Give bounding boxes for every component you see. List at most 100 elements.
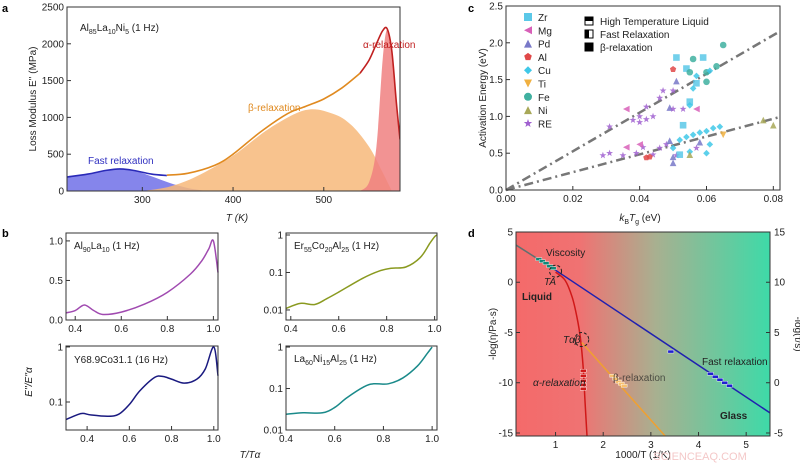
xlabel-t: T bbox=[629, 213, 636, 224]
fit-line-1 bbox=[505, 115, 781, 192]
series-fill-2 bbox=[360, 28, 400, 191]
subplot-annotation: La60Ni15Al25 (1 Hz) bbox=[294, 354, 377, 367]
panel-a-plot-area bbox=[67, 26, 400, 191]
legend-marker-fe bbox=[524, 92, 532, 101]
panel-d-x-tick-label: 4 bbox=[696, 440, 702, 451]
data-point-cu bbox=[693, 72, 700, 80]
subscript: 90 bbox=[83, 247, 91, 254]
legend-label-ti: Ti bbox=[538, 80, 546, 91]
ta-dashed-circle bbox=[549, 264, 563, 278]
fill-legend-left-half bbox=[585, 30, 589, 38]
data-point-ni bbox=[759, 116, 767, 124]
legend-marker-al bbox=[524, 52, 532, 61]
data-point-cu bbox=[683, 133, 690, 141]
legend-label-al: Al bbox=[538, 53, 547, 64]
subplot-2-x-tick-label: 0.8 bbox=[165, 434, 179, 445]
panel-c-y-axis-label: Activation Energy (eV) bbox=[478, 48, 489, 148]
tab-dashed-circle bbox=[574, 332, 590, 348]
data-point-fe bbox=[703, 78, 710, 86]
panel-a-x-tick-label: 500 bbox=[315, 195, 332, 206]
panel-d-x-tick-label: 5 bbox=[743, 440, 749, 451]
subplot-1-frame bbox=[285, 232, 438, 321]
data-point-pd bbox=[669, 153, 677, 161]
panel-c-x-axis-label: kBTg (eV) bbox=[619, 213, 660, 226]
panel-a-x-axis-label: T (K) bbox=[226, 213, 248, 224]
data-point-re bbox=[669, 105, 677, 112]
subplot-3-x-tick-label: 0.8 bbox=[376, 434, 390, 445]
data-point-re bbox=[672, 151, 680, 159]
panel-d-right-y-tick-label: 15 bbox=[774, 228, 786, 239]
data-point-zr bbox=[683, 65, 690, 72]
data-point-pd bbox=[673, 77, 680, 85]
text-run: Co bbox=[312, 241, 325, 252]
data-point-re bbox=[656, 144, 664, 151]
panel-a-y-tick-label: 0 bbox=[58, 187, 64, 198]
panel-a-y-tick-label: 500 bbox=[47, 150, 64, 161]
data-marker bbox=[579, 368, 587, 373]
liquid-glass-gradient-background bbox=[516, 232, 770, 436]
data-point-fe bbox=[686, 68, 694, 76]
subplot-2: 0.4 0.6 0.8 1.0 0.1 1 bbox=[49, 342, 221, 445]
subplot-curve bbox=[285, 346, 433, 415]
panel-c-x-tick-label: 0.02 bbox=[563, 194, 583, 205]
data-marker bbox=[542, 261, 550, 265]
panel-d-x-tick-label: 3 bbox=[648, 440, 654, 451]
element-legend: Zr Mg Pd Al Cu Ti Fe Ni RE bbox=[523, 13, 552, 130]
subplot-3-frame bbox=[285, 345, 438, 431]
subplot-0-x-tick-label: 0.6 bbox=[114, 324, 128, 335]
subplot-2-x-tick-label: 0.6 bbox=[122, 434, 136, 445]
beta-relaxation-label: β-relaxation bbox=[613, 373, 665, 384]
subplot-3-y-tick-label: 1 bbox=[277, 343, 283, 354]
data-point-pd bbox=[696, 138, 704, 146]
panel-d-right-y-axis-label: -log(τ/s) bbox=[792, 316, 800, 351]
panel-a-y-tick-label: 2000 bbox=[42, 39, 65, 50]
xlabel-sub-b: B bbox=[624, 219, 629, 226]
legend-marker-ti bbox=[524, 79, 532, 88]
data-point-al bbox=[669, 65, 677, 72]
text-run: Er bbox=[294, 241, 305, 252]
series-curve-0 bbox=[67, 168, 167, 178]
panel-a-y-tick-label: 2500 bbox=[42, 3, 65, 14]
data-point-cu bbox=[703, 149, 710, 157]
panel-d-y-tick-label: 5 bbox=[507, 228, 513, 239]
data-marker bbox=[620, 384, 628, 388]
data-point-zr bbox=[686, 98, 694, 105]
panel-a-annotation: Al85La10Ni5 (1 Hz) bbox=[80, 23, 159, 36]
panel-a-x-tick-label: 300 bbox=[134, 195, 151, 206]
data-point-re bbox=[669, 87, 677, 94]
data-point-zr bbox=[679, 121, 687, 129]
legend-label-zr: Zr bbox=[538, 13, 548, 24]
panel-d-y-tick-label: 0 bbox=[507, 278, 513, 289]
subscript: 85 bbox=[89, 29, 97, 36]
subscript: 25 bbox=[341, 247, 349, 254]
panel-d-right-y-tick-label: -5 bbox=[774, 428, 783, 439]
data-point-cu bbox=[706, 141, 714, 148]
legend-marker-pd bbox=[524, 39, 532, 48]
fill-legend-full bbox=[585, 43, 593, 51]
data-point-cu bbox=[689, 85, 697, 92]
series-curve-2 bbox=[359, 26, 400, 140]
subplot-1-x-tick-label: 0.4 bbox=[284, 324, 298, 335]
data-marker bbox=[707, 371, 714, 376]
data-point-ni bbox=[770, 121, 777, 129]
legend-marker-re bbox=[523, 119, 533, 127]
data-point-re bbox=[649, 112, 657, 120]
subplot-0-frame bbox=[65, 232, 219, 321]
subplot-1-x-tick-label: 0.6 bbox=[332, 324, 346, 335]
viscosity-label: Viscosity bbox=[546, 248, 585, 259]
subplot-1-x-tick-label: 0.8 bbox=[380, 324, 394, 335]
panel-a-y-tick-label: 1000 bbox=[42, 113, 65, 124]
panel-c-x-tick-label: 0.06 bbox=[697, 194, 717, 205]
panel-d-x-axis-label: 1000/T (1/K) bbox=[615, 450, 670, 461]
data-point-re bbox=[642, 103, 650, 110]
subscript: 60 bbox=[305, 360, 313, 367]
subplot-1-y-tick-label: 1 bbox=[277, 230, 283, 241]
subplot-3-x-tick-label: 0.4 bbox=[279, 434, 293, 445]
panel-d-plot-area bbox=[516, 244, 770, 436]
data-marker bbox=[721, 381, 728, 385]
subplot-1-x-tick-label: 1.0 bbox=[428, 324, 442, 335]
ta-label: TA bbox=[544, 277, 556, 288]
fast-relaxation-label: Fast relaxation bbox=[88, 156, 154, 167]
data-marker bbox=[579, 387, 587, 391]
